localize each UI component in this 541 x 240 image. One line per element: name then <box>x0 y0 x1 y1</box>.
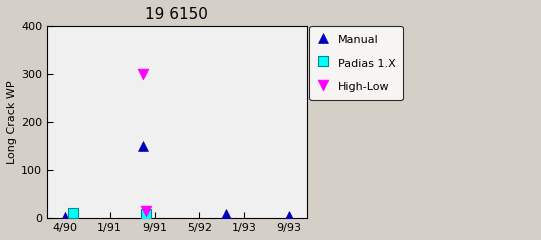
Manual <box>139 144 148 148</box>
High-Low <box>141 209 150 213</box>
Legend: Manual, Padias 1.X, High-Low: Manual, Padias 1.X, High-Low <box>309 26 403 100</box>
Y-axis label: Long Crack WP: Long Crack WP <box>7 80 17 164</box>
Manual <box>222 212 230 216</box>
Point <box>139 72 148 76</box>
Manual <box>285 214 293 218</box>
Padias 1.X <box>69 211 77 215</box>
Title: 19 6150: 19 6150 <box>146 7 208 22</box>
Manual <box>61 215 69 219</box>
Padias 1.X <box>141 212 150 216</box>
